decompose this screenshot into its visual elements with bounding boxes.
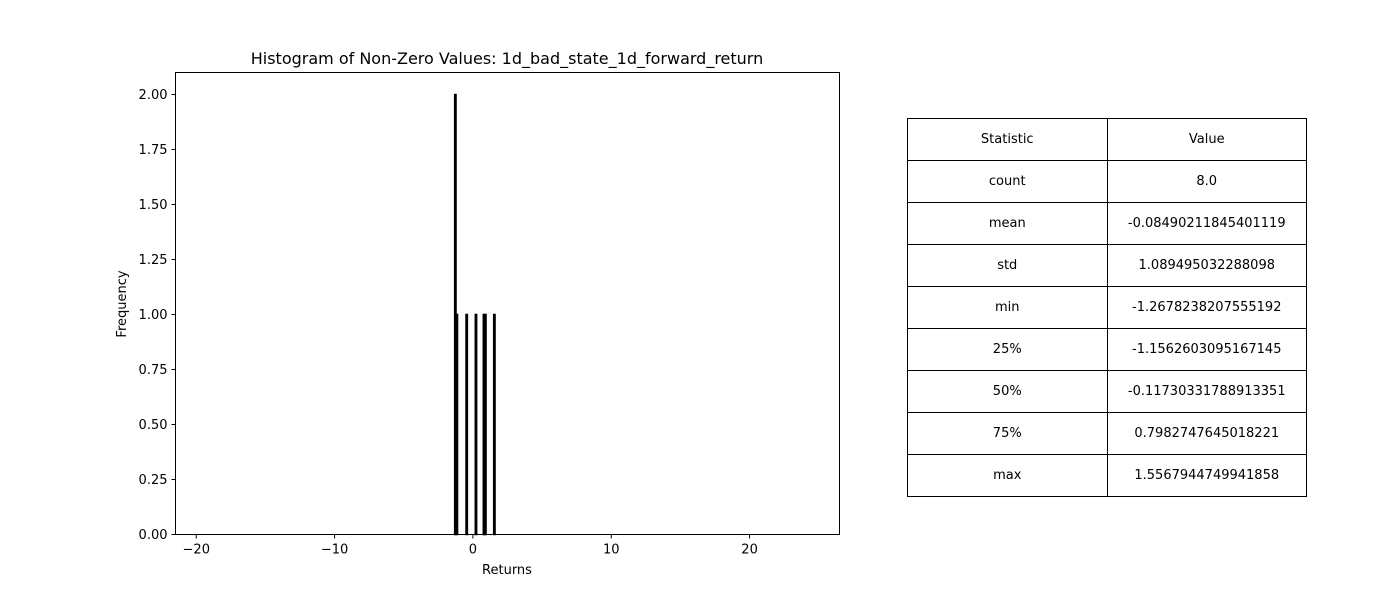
table-header-cell: Statistic (907, 118, 1108, 161)
x-tick-label: 0 (469, 543, 477, 558)
y-tick-label: 1.25 (139, 253, 168, 268)
table-row: 50% -0.11730331788913351 (907, 370, 1307, 413)
y-tick-label: 0.50 (139, 418, 168, 433)
histogram-bar (492, 313, 496, 536)
x-tick-label: −20 (183, 543, 210, 558)
statistic-cell: 25% (907, 328, 1108, 371)
y-tick-label: 0.75 (139, 363, 168, 378)
table-row: mean -0.08490211845401119 (907, 202, 1307, 245)
chart-title: Histogram of Non-Zero Values: 1d_bad_sta… (251, 49, 764, 69)
histogram-bar (474, 313, 478, 536)
x-tick-label: −10 (321, 543, 348, 558)
x-axis-ticks: −20 −10 0 10 20 (183, 534, 758, 558)
y-tick-label: 1.00 (139, 308, 168, 323)
table-header-cell: Value (1106, 118, 1307, 161)
table-row: 75% 0.7982747645018221 (907, 412, 1307, 455)
statistic-cell: mean (907, 202, 1108, 245)
y-tick-label: 0.00 (139, 528, 168, 543)
x-tick-label: 20 (741, 543, 758, 558)
value-cell: 0.7982747645018221 (1106, 412, 1307, 455)
table-row: std 1.089495032288098 (907, 244, 1307, 287)
y-tick-label: 0.25 (139, 473, 168, 488)
y-tick-label: 2.00 (139, 88, 168, 103)
histogram-bar (483, 313, 487, 536)
table-header-row: Statistic Value (907, 118, 1307, 161)
statistic-cell: count (907, 160, 1108, 203)
table-row: 25% -1.1562603095167145 (907, 328, 1307, 371)
table-row: count 8.0 (907, 160, 1307, 203)
y-axis-ticks: 0.00 0.25 0.50 0.75 1.00 1.25 1.50 1.75 2.00 (139, 88, 176, 543)
table-row: min -1.2678238207555192 (907, 286, 1307, 329)
value-cell: 1.089495032288098 (1106, 244, 1307, 287)
statistic-cell: min (907, 286, 1108, 329)
table-row: max 1.5567944749941858 (907, 454, 1307, 497)
y-tick-label: 1.50 (139, 198, 168, 213)
value-cell: -0.08490211845401119 (1106, 202, 1307, 245)
value-cell: -1.2678238207555192 (1106, 286, 1307, 329)
value-cell: -0.11730331788913351 (1106, 370, 1307, 413)
statistic-cell: max (907, 454, 1108, 497)
x-tick-label: 10 (603, 543, 620, 558)
y-axis-label: Frequency (115, 270, 130, 337)
value-cell: 1.5567944749941858 (1106, 454, 1307, 497)
x-axis-label: Returns (482, 563, 532, 578)
statistic-cell: std (907, 244, 1108, 287)
value-cell: -1.1562603095167145 (1106, 328, 1307, 371)
plot-area-frame (175, 72, 840, 535)
statistic-cell: 75% (907, 412, 1108, 455)
bars-layer (453, 93, 496, 536)
statistic-cell: 50% (907, 370, 1108, 413)
value-cell: 8.0 (1106, 160, 1307, 203)
statistics-table: Statistic Value count 8.0 mean -0.084902… (907, 118, 1307, 497)
histogram-bar (455, 313, 459, 536)
histogram-bar (465, 313, 469, 536)
y-tick-label: 1.75 (139, 143, 168, 158)
